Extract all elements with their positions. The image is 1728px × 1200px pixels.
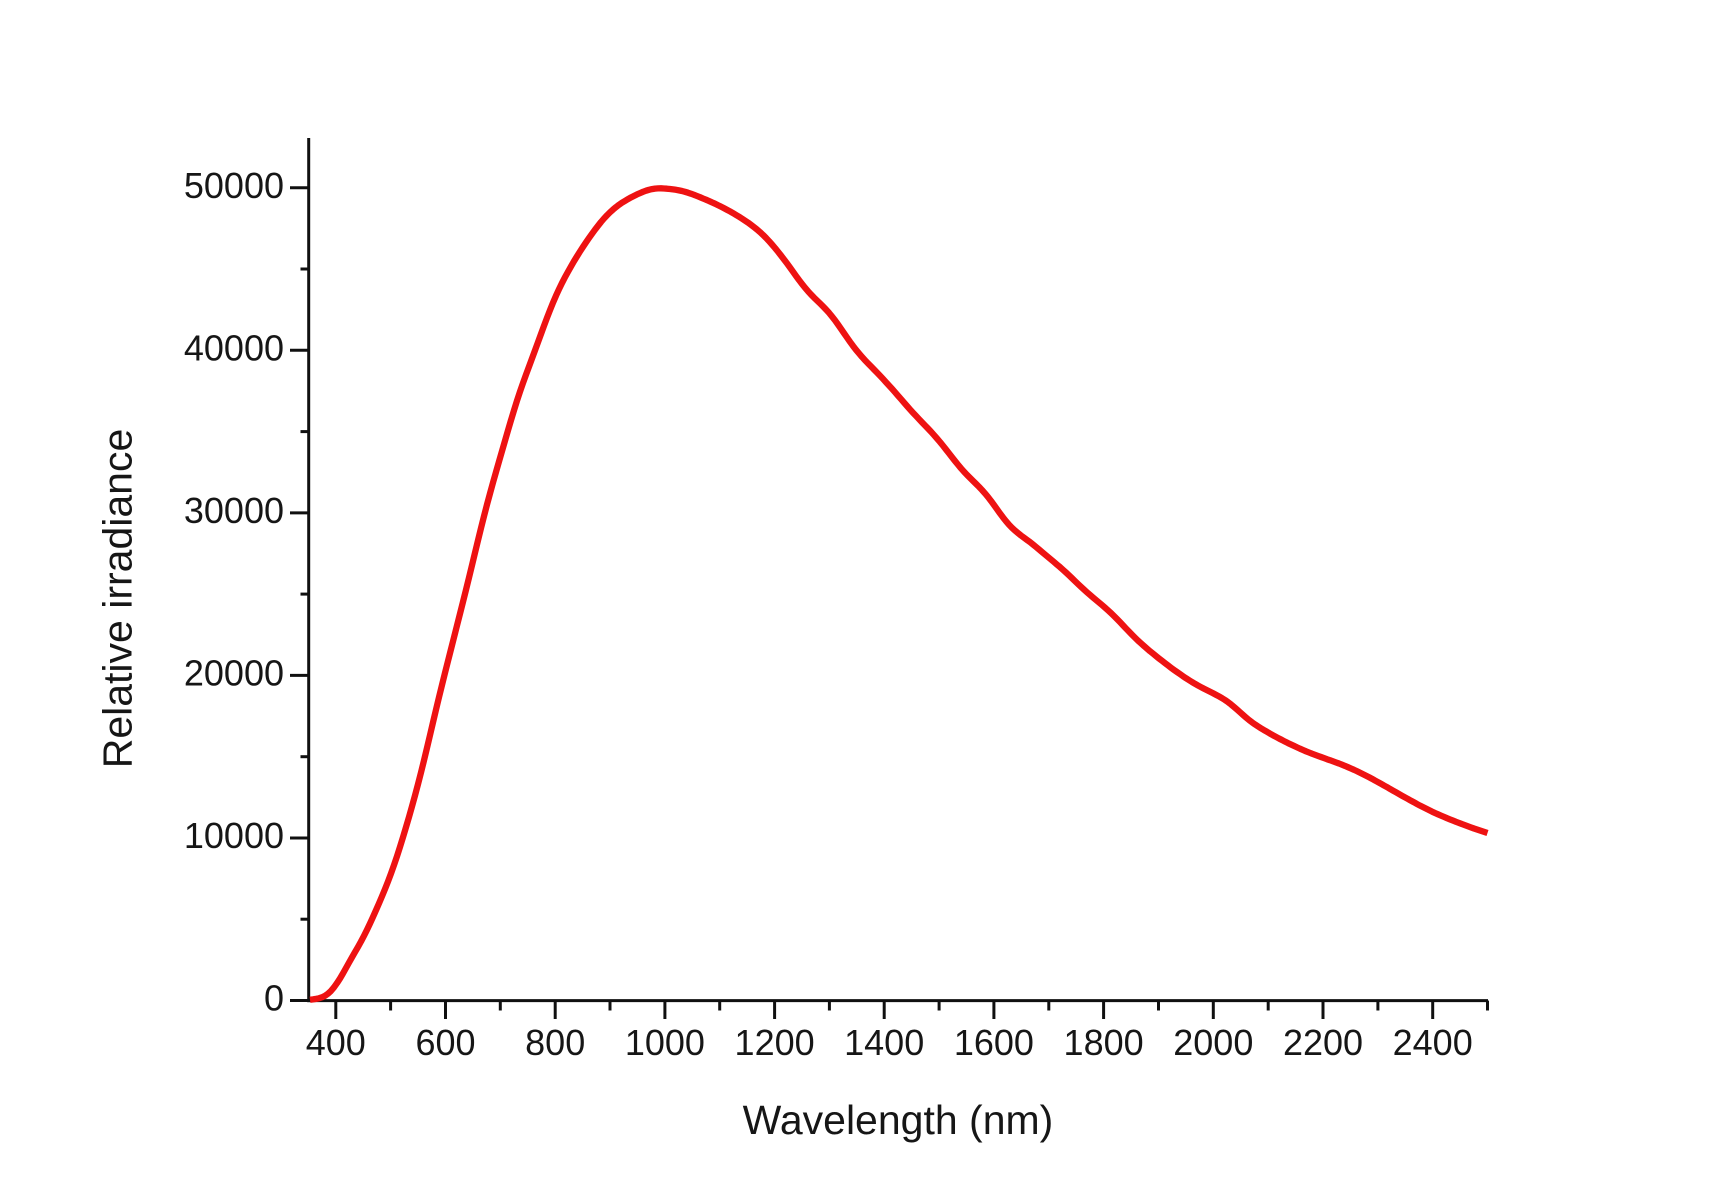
svg-text:40000: 40000 [184, 328, 284, 369]
svg-text:1800: 1800 [1064, 1022, 1144, 1063]
svg-text:1400: 1400 [844, 1022, 924, 1063]
svg-text:20000: 20000 [184, 653, 284, 694]
svg-text:1200: 1200 [735, 1022, 815, 1063]
svg-text:400: 400 [306, 1022, 366, 1063]
svg-text:2200: 2200 [1283, 1022, 1363, 1063]
svg-text:0: 0 [264, 978, 284, 1019]
svg-text:Relative irradiance: Relative irradiance [95, 429, 141, 769]
svg-text:10000: 10000 [184, 815, 284, 856]
svg-text:Wavelength (nm): Wavelength (nm) [743, 1097, 1054, 1143]
svg-text:800: 800 [525, 1022, 585, 1063]
svg-text:2400: 2400 [1393, 1022, 1473, 1063]
svg-text:2000: 2000 [1173, 1022, 1253, 1063]
svg-text:1000: 1000 [625, 1022, 705, 1063]
svg-text:30000: 30000 [184, 490, 284, 531]
svg-text:50000: 50000 [184, 165, 284, 206]
svg-text:600: 600 [415, 1022, 475, 1063]
svg-text:1600: 1600 [954, 1022, 1034, 1063]
